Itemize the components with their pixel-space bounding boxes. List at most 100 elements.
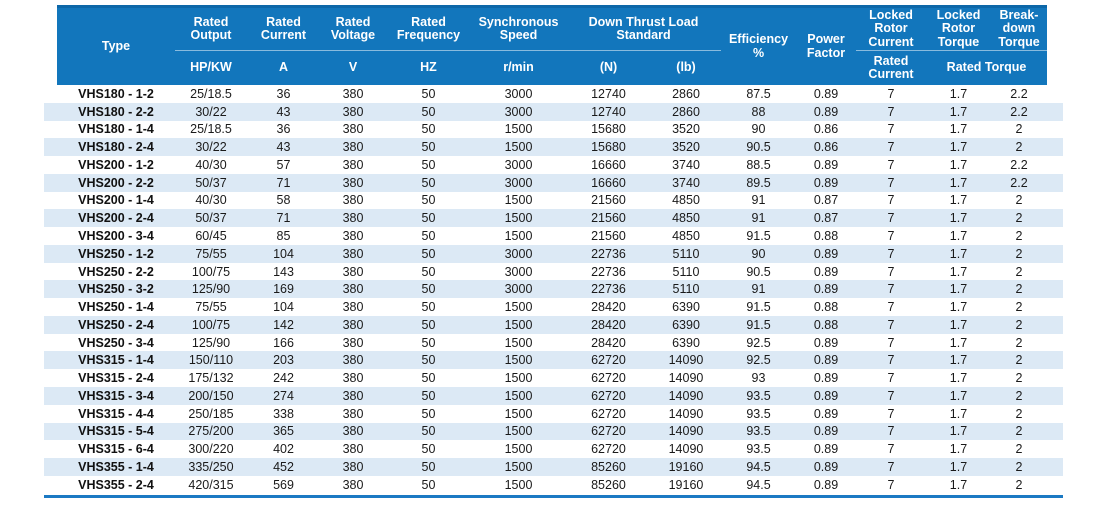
- value-cell: 7: [887, 353, 895, 368]
- value-cell: 1.7: [949, 477, 968, 492]
- type-cell: VHS315 - 5-4: [78, 424, 154, 439]
- value-cell: 5110: [672, 246, 700, 261]
- type-cell: VHS250 - 2-4: [78, 317, 154, 332]
- value-cell: 50: [421, 246, 436, 261]
- value-cell: 1500: [504, 335, 533, 350]
- value-cell: 380: [342, 335, 364, 350]
- value-cell: 6390: [672, 317, 700, 332]
- value-cell: 335/250: [188, 459, 234, 474]
- sub-header-rated-current: Rated Current: [856, 50, 926, 85]
- value-cell: 50: [421, 371, 436, 386]
- value-cell: 88: [751, 104, 766, 119]
- value-cell: 3000: [504, 264, 533, 279]
- value-cell: 89.5: [746, 175, 771, 190]
- value-cell: 7: [887, 140, 895, 155]
- value-cell: 6390: [672, 300, 700, 315]
- value-cell: 380: [342, 300, 364, 315]
- value-cell: 1500: [504, 406, 533, 421]
- table-row: VHS250 - 3-2 125/90 169 380 50 3000 22736 5110 9…: [44, 280, 1063, 299]
- value-cell: 1500: [504, 300, 533, 315]
- value-cell: 7: [887, 459, 895, 474]
- value-cell: 71: [276, 175, 291, 190]
- value-cell: 380: [342, 353, 364, 368]
- value-cell: 420/315: [188, 477, 234, 492]
- col-header-synchronous-speed: Synchronous Speed: [478, 14, 559, 42]
- table-row: VHS315 - 1-4 150/110 203 380 50 1500 62720 1409…: [44, 351, 1063, 370]
- col-header-efficiency: Efficiency %: [728, 32, 789, 60]
- value-cell: 2.2: [1010, 157, 1028, 172]
- table-row: VHS250 - 3-4 125/90 166 380 50 1500 28420 6390 9…: [44, 334, 1063, 352]
- value-cell: 91: [751, 193, 766, 208]
- value-cell: 3740: [672, 175, 700, 190]
- value-cell: 2: [1015, 335, 1023, 350]
- value-cell: 2: [1015, 140, 1023, 155]
- value-cell: 14090: [668, 424, 704, 439]
- value-cell: 7: [887, 442, 895, 457]
- value-cell: 4850: [672, 193, 700, 208]
- table-row: VHS250 - 1-2 75/55 104 380 50 3000 22736 5110 90…: [44, 244, 1063, 263]
- value-cell: 92.5: [746, 353, 771, 368]
- value-cell: 93: [751, 371, 766, 386]
- value-cell: 2.2: [1010, 104, 1028, 119]
- value-cell: 0.89: [813, 371, 839, 386]
- value-cell: 7: [887, 335, 895, 350]
- value-cell: 50: [421, 300, 436, 315]
- value-cell: 50: [421, 264, 436, 279]
- value-cell: 1.7: [949, 229, 968, 243]
- col-header-rated-voltage: Rated Voltage: [330, 14, 376, 42]
- value-cell: 0.89: [813, 406, 839, 421]
- value-cell: 2: [1015, 211, 1023, 226]
- value-cell: 1.7: [949, 211, 968, 226]
- value-cell: 50: [421, 477, 436, 492]
- value-cell: 7: [887, 211, 895, 226]
- value-cell: 22736: [591, 264, 626, 279]
- value-cell: 1500: [504, 442, 533, 457]
- value-cell: 88.5: [746, 157, 771, 172]
- value-cell: 1.7: [949, 282, 968, 297]
- value-cell: 85: [276, 229, 291, 243]
- value-cell: 2: [1015, 229, 1023, 243]
- value-cell: 3520: [672, 140, 700, 155]
- value-cell: 2.2: [1010, 86, 1028, 101]
- value-cell: 0.88: [813, 300, 839, 315]
- motor-specification-table: Type Rated Output Rated Current Rated Vo…: [44, 5, 1063, 498]
- value-cell: 380: [342, 371, 364, 386]
- value-cell: 19160: [668, 477, 704, 492]
- value-cell: 7: [887, 317, 895, 332]
- value-cell: 40/30: [195, 157, 227, 172]
- unit-ampere: A: [247, 50, 320, 85]
- value-cell: 0.89: [813, 175, 839, 190]
- table-row: VHS250 - 2-4 100/75 142 380 50 1500 28420 6390 9…: [44, 315, 1063, 334]
- value-cell: 104: [273, 300, 294, 315]
- type-cell: VHS355 - 2-4: [78, 477, 154, 492]
- type-cell: VHS200 - 1-2: [78, 157, 154, 172]
- value-cell: 0.89: [813, 424, 839, 439]
- col-header-rated-current: Rated Current: [260, 14, 307, 42]
- value-cell: 93.5: [746, 388, 771, 403]
- value-cell: 7: [887, 157, 895, 172]
- value-cell: 91: [751, 282, 766, 297]
- value-cell: 7: [887, 175, 895, 190]
- value-cell: 4850: [672, 211, 700, 226]
- value-cell: 1.7: [949, 442, 968, 457]
- value-cell: 36: [276, 122, 291, 137]
- table-row: VHS355 - 1-4 335/250 452 380 50 1500 85260 1916…: [44, 458, 1063, 476]
- value-cell: 5110: [672, 264, 700, 279]
- value-cell: 380: [342, 86, 364, 101]
- value-cell: 7: [887, 229, 895, 243]
- value-cell: 7: [887, 246, 895, 261]
- value-cell: 0.89: [813, 86, 839, 101]
- table-row: VHS315 - 2-4 175/132 242 380 50 1500 62720 1409…: [44, 369, 1063, 387]
- value-cell: 60/45: [195, 229, 227, 243]
- value-cell: 91.5: [746, 317, 771, 332]
- value-cell: 1500: [504, 193, 533, 208]
- value-cell: 15680: [591, 122, 626, 137]
- value-cell: 1500: [504, 424, 533, 439]
- value-cell: 50: [421, 157, 436, 172]
- value-cell: 1.7: [949, 459, 968, 474]
- table-row: VHS315 - 3-4 200/150 274 380 50 1500 62720 1409…: [44, 387, 1063, 405]
- value-cell: 3000: [504, 86, 533, 101]
- value-cell: 380: [342, 459, 364, 474]
- value-cell: 0.89: [813, 282, 839, 297]
- table-row: VHS180 - 1-2 25/18.5 36 380 50 3000 12740 2860 8…: [44, 85, 1063, 103]
